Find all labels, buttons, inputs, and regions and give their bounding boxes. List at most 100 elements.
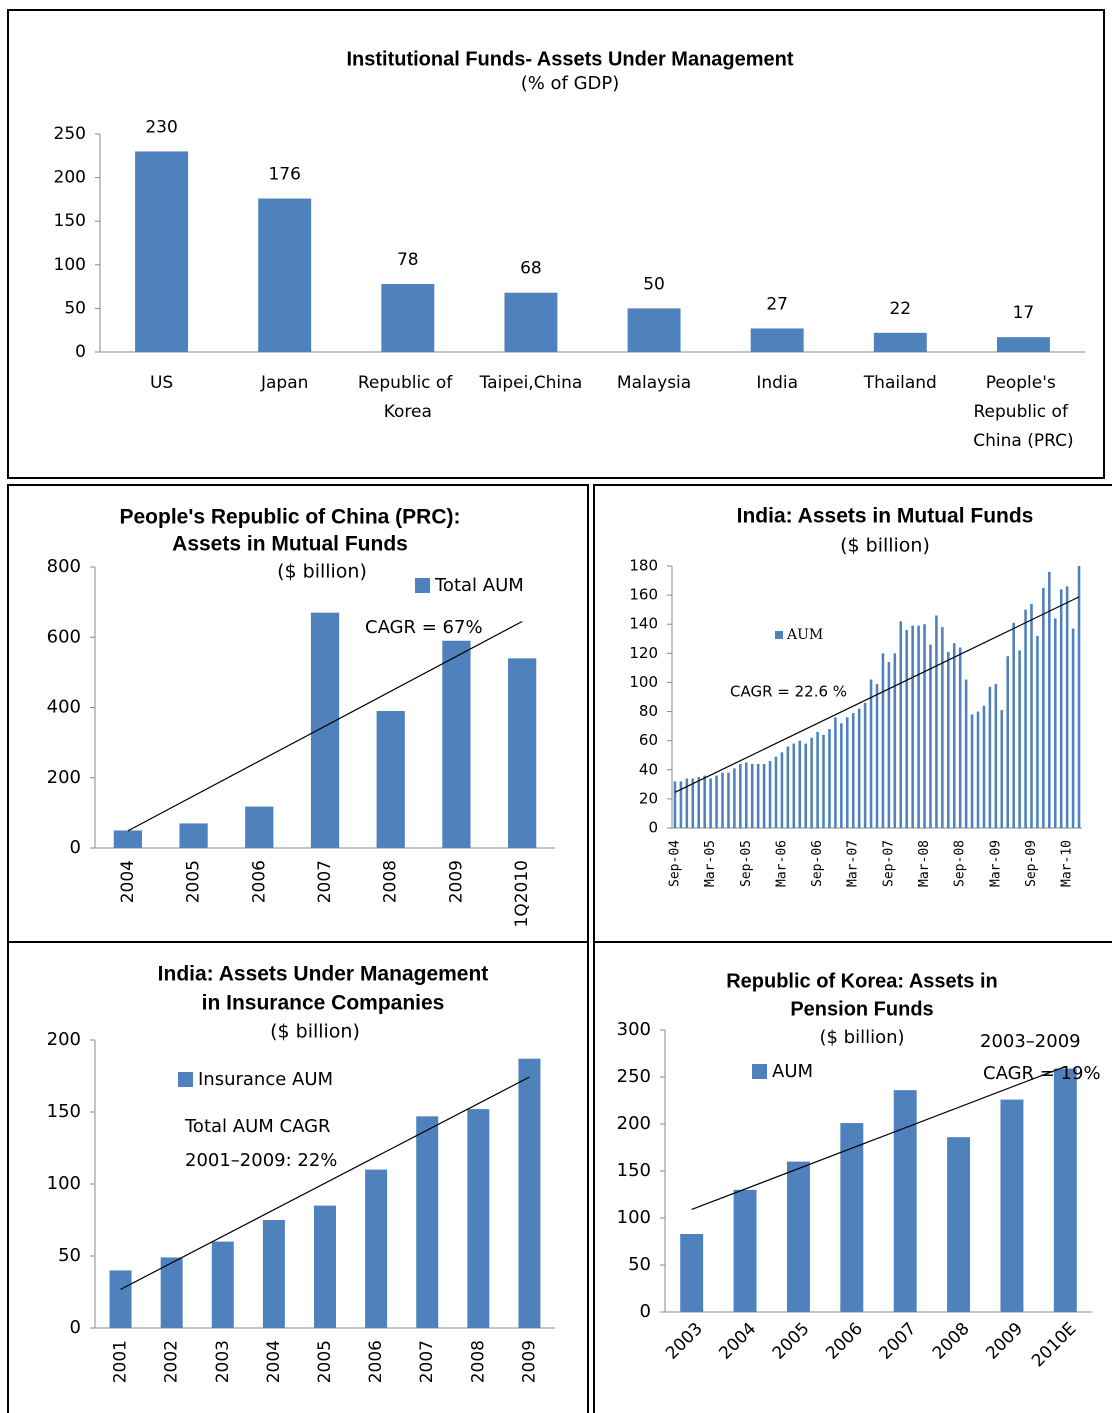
bar [508,658,537,848]
bar [1000,710,1004,828]
bar [857,708,861,828]
chart-title: India: Assets in Mutual Funds [737,505,1034,528]
bar [211,1241,234,1328]
x-tick-label: 2004 [264,1340,284,1383]
bar [1059,589,1063,828]
bar [715,775,718,828]
bar [970,714,974,828]
bar [816,731,819,828]
bar [1053,618,1057,828]
y-tick-label: 300 [617,1019,651,1040]
x-tick-label: 2002 [162,1340,182,1383]
bar [518,1058,541,1328]
bar [750,328,804,352]
chart-subtitle: (% of GDP) [521,73,620,94]
bar [893,653,897,828]
x-tick-label: 2005 [769,1319,814,1364]
x-tick-label: 2005 [184,860,204,903]
bar [135,151,189,352]
bar [160,1257,183,1328]
y-tick-label: 160 [629,586,658,604]
x-tick-label: Republic of Korea [358,373,458,422]
legend-label: AUM [772,1061,813,1082]
y-tick-label: 600 [47,626,81,647]
trendline [691,1065,1066,1211]
bar [680,1233,704,1312]
bar [1000,1099,1024,1312]
x-tick-label: 2010E [1028,1319,1080,1371]
bar [365,1169,388,1328]
x-tick-label: Mar-10 [1060,840,1075,887]
x-tick-label: Sep-05 [739,840,754,887]
y-tick-label: 100 [629,673,658,691]
bar [467,1109,490,1328]
bar [810,737,813,828]
x-tick-label: 2007 [315,860,335,903]
bar [964,679,968,828]
bar [1012,622,1015,828]
bar [685,778,689,828]
bar [245,806,274,848]
bar [780,752,784,828]
x-tick-label: India [756,373,798,393]
bar [786,746,790,828]
y-tick-label: 800 [47,556,81,577]
bar [976,711,980,828]
bar [798,740,802,828]
y-tick-label: 200 [47,767,81,788]
chart-title: India: Assets Under Management [158,963,489,986]
data-label: 230 [145,117,177,137]
y-tick-label: 50 [628,1254,651,1275]
x-tick-label: Malaysia [617,373,691,393]
bar [756,763,760,828]
data-label: 27 [766,294,788,314]
x-tick-label: 2001 [111,1340,131,1383]
x-tick-label: 2006 [366,1340,386,1383]
bar [697,777,701,828]
annotation: 2003–2009 [980,1031,1081,1052]
bar [504,292,558,352]
legend-swatch [415,578,430,593]
bar [905,630,908,828]
x-tick-label: Mar-05 [703,840,718,887]
y-tick-label: 0 [70,837,81,858]
chart-title: Assets in Mutual Funds [172,533,408,556]
bar [727,772,730,828]
bar [875,683,879,828]
bar [822,734,825,828]
annotation: Total AUM CAGR [184,1116,331,1137]
bar [873,332,927,352]
bar [840,723,843,828]
y-tick-label: 150 [47,1101,81,1122]
y-tick-label: 150 [617,1160,651,1181]
bar [774,756,778,828]
bar [442,640,471,848]
x-tick-label: 2009 [519,1340,539,1383]
y-tick-label: 20 [639,789,658,807]
bar [952,643,956,828]
y-tick-label: 0 [648,819,658,837]
x-tick-label: Sep-08 [953,840,968,887]
x-tick-label: 1Q2010 [512,860,532,927]
chart-subtitle: ($ billion) [270,1021,360,1043]
x-tick-label: 2009 [982,1319,1027,1364]
bar [881,653,885,828]
data-label: 50 [643,274,665,294]
y-tick-label: 50 [58,1245,81,1266]
bar [917,625,920,828]
bar [733,768,736,828]
x-tick-label: Japan [260,373,308,393]
x-tick-label: 2004 [118,860,138,903]
x-tick-label: Mar-07 [846,840,861,887]
bar [941,627,944,828]
y-tick-label: 140 [629,615,658,633]
chart-title: in Insurance Companies [202,992,445,1015]
bar [762,763,766,828]
bar [786,1161,810,1312]
bar [994,683,998,828]
data-label: 22 [889,299,911,319]
chart-title: Republic of Korea: Assets in [726,970,998,992]
panel [7,941,589,1413]
bar [262,1220,285,1328]
x-tick-label: 2008 [468,1340,488,1383]
